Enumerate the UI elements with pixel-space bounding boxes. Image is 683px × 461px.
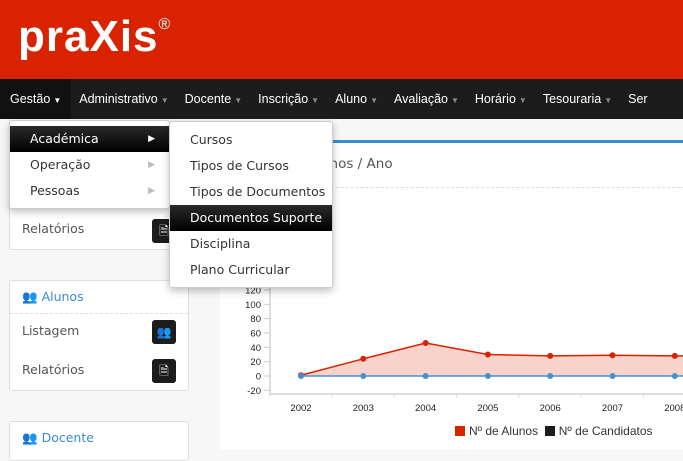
- point-candidatos: [547, 373, 554, 379]
- sidebar-panel-alunos: 👥 Alunos Listagem 👥 Relatórios 🗎: [9, 280, 189, 391]
- legend: Nº de Alunos Nº de Candidatos: [455, 424, 653, 438]
- point-alunos: [671, 352, 678, 359]
- submenu-item[interactable]: Documentos Suporte: [170, 205, 332, 231]
- nav-label: Tesouraria: [542, 92, 602, 106]
- nav-label: Aluno: [335, 92, 368, 106]
- nav-item-8[interactable]: Ser: [620, 79, 655, 119]
- submenu-item[interactable]: Tipos de Documentos: [190, 184, 326, 199]
- nav-item-2[interactable]: Docente ▼: [177, 79, 250, 119]
- chevron-right-icon: ▶: [148, 134, 155, 144]
- y-tick-label: 20: [250, 357, 261, 368]
- point-alunos: [484, 351, 491, 358]
- x-tick-label: 2002: [290, 403, 311, 414]
- panel-title-docente: 👥 Docente: [10, 422, 188, 454]
- menu-label: Pessoas: [30, 183, 80, 198]
- menu-item[interactable]: Académica ▶: [10, 126, 169, 152]
- y-tick-label: -20: [247, 386, 261, 397]
- users-icon: 👥: [22, 430, 38, 445]
- menu-label: Académica: [30, 131, 99, 146]
- legend-swatch: [455, 426, 465, 436]
- chevron-right-icon: ▶: [148, 186, 155, 196]
- point-candidatos: [298, 373, 304, 379]
- submenu-item[interactable]: Tipos de Cursos: [190, 158, 289, 173]
- nav-item-4[interactable]: Aluno ▼: [327, 79, 386, 119]
- menu-item[interactable]: Operação ▶: [10, 152, 169, 178]
- chart: -20 0 20 40 60 80 100 120 2002 2003 2004 2005 2006 20…: [245, 285, 683, 414]
- panel-title-alunos: 👥 Alunos: [10, 281, 188, 314]
- point-candidatos: [422, 373, 429, 379]
- caret-down-icon: ▼: [370, 96, 378, 105]
- chevron-right-icon: ▶: [148, 160, 155, 170]
- panel-title-text: Alunos: [41, 289, 84, 304]
- nav-item-1[interactable]: Administrativo ▼: [71, 79, 176, 119]
- nav-item-3[interactable]: Inscrição ▼: [250, 79, 327, 119]
- point-candidatos: [609, 373, 616, 379]
- logo-text: praXis: [18, 12, 159, 61]
- x-tick-label: 2005: [477, 403, 498, 414]
- caret-down-icon: ▼: [311, 96, 320, 105]
- nav-label: Horário: [474, 92, 516, 106]
- point-candidatos: [484, 373, 491, 379]
- gestao-dropdown: Académica ▶ Operação ▶ Pessoas ▶: [9, 120, 170, 209]
- y-tick-label: 100: [245, 300, 261, 311]
- registered-mark: ®: [158, 16, 172, 34]
- point-alunos: [547, 352, 554, 359]
- academica-submenu: Cursos Tipos de Cursos Tipos de Documentos…: [169, 121, 333, 288]
- y-tick-label: 80: [250, 314, 261, 325]
- x-tick-label: 2008: [664, 403, 683, 414]
- point-candidatos: [671, 373, 678, 379]
- nav-item-7[interactable]: Tesouraria ▼: [535, 79, 620, 119]
- divider: [220, 187, 683, 188]
- nav-item-0[interactable]: Gestão ▼: [0, 79, 72, 119]
- nav-label: Avaliação: [394, 92, 448, 106]
- sidebar-item-relatorios[interactable]: Relatórios: [22, 362, 85, 377]
- menu-label: Operação: [30, 157, 91, 172]
- point-alunos: [422, 340, 429, 347]
- line-alunos: [300, 342, 683, 377]
- caret-down-icon: ▼: [604, 96, 613, 105]
- users-icon: 👥: [22, 289, 38, 304]
- nav-item-5[interactable]: Avaliação ▼: [386, 79, 467, 119]
- legend-item-alunos[interactable]: Nº de Alunos: [455, 424, 538, 438]
- x-tick-label: 2006: [540, 403, 561, 414]
- sidebar-item-listagem[interactable]: Listagem: [22, 323, 80, 338]
- y-tick-label: 60: [250, 328, 261, 339]
- nav-label: Ser: [628, 92, 648, 106]
- nav-label: Gestão: [10, 92, 51, 106]
- nav-item-6[interactable]: Horário ▼: [467, 79, 535, 119]
- legend-label: Nº de Candidatos: [558, 424, 653, 438]
- submenu-item[interactable]: Plano Curricular: [190, 262, 290, 277]
- file-icon[interactable]: 🗎: [152, 359, 176, 383]
- point-alunos: [360, 355, 367, 362]
- header: praXis®: [0, 0, 683, 79]
- nav-label: Inscrição: [258, 92, 309, 106]
- nav-label: Docente: [184, 92, 232, 106]
- y-tick-label: 0: [256, 372, 261, 383]
- nav-label: Administrativo: [79, 92, 158, 106]
- caret-down-icon: ▼: [160, 96, 169, 105]
- legend-swatch: [544, 426, 555, 436]
- point-alunos: [609, 352, 616, 359]
- legend-label: Nº de Alunos: [469, 424, 539, 438]
- menu-item[interactable]: Pessoas ▶: [10, 178, 169, 204]
- users-icon[interactable]: 👥: [152, 320, 176, 344]
- y-tick-label: 120: [245, 285, 261, 296]
- logo[interactable]: praXis®: [18, 12, 171, 62]
- sidebar-item-relatorios[interactable]: Relatórios: [22, 221, 85, 236]
- point-candidatos: [360, 373, 367, 379]
- x-tick-label: 2003: [353, 403, 374, 414]
- caret-down-icon: ▼: [450, 96, 459, 105]
- y-tick-label: 40: [250, 343, 261, 354]
- x-tick-label: 2004: [415, 403, 436, 414]
- caret-down-icon: ▼: [53, 96, 62, 105]
- submenu-item[interactable]: Disciplina: [190, 236, 251, 251]
- caret-down-icon: ▼: [518, 96, 527, 105]
- caret-down-icon: ▼: [234, 96, 243, 105]
- submenu-item[interactable]: Cursos: [190, 132, 233, 147]
- legend-item-candidatos[interactable]: Nº de Candidatos: [544, 424, 653, 438]
- navbar: Gestão ▼ Administrativo ▼ Docente ▼ Inscrição ▼…: [0, 79, 683, 119]
- area-alunos: [301, 343, 683, 376]
- x-tick-label: 2007: [602, 403, 623, 414]
- panel-title-text: Docente: [41, 430, 94, 445]
